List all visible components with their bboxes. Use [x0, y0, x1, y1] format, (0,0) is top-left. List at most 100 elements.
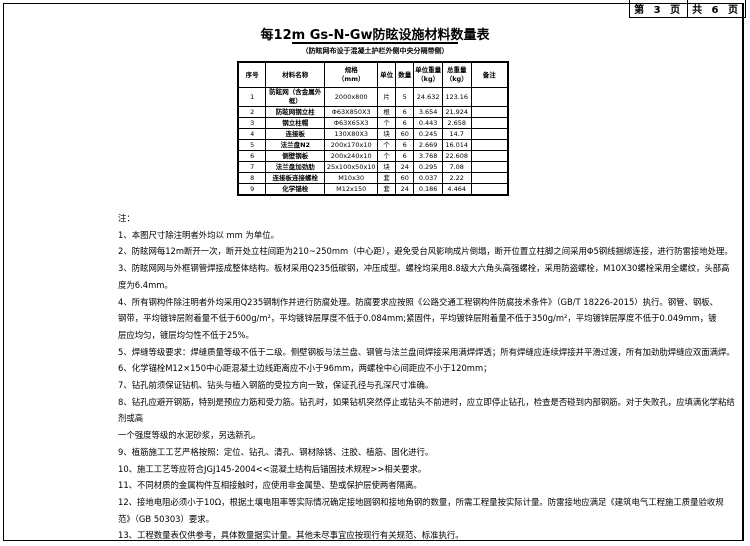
table-cell: 侧壁钢板: [265, 150, 326, 162]
note-line: 2、防眩网每12m断开一次，断开处立柱间距为210~250mm（中心距），避免受…: [118, 246, 733, 257]
table-cell: 1: [237, 87, 267, 107]
note-line: 11、不同材质的金属构件互相接触时，应使用非金属垫、垫或保护层使两者隔离。: [118, 480, 422, 491]
table-cell: [470, 150, 509, 162]
table-cell: 片: [377, 87, 397, 107]
table-cell: M12x150: [324, 183, 379, 196]
note-line: 一个强度等级的水泥砂浆，另选新孔。: [118, 430, 261, 441]
table-row: 1 防眩网（含金属外框） 2000x800 片 5 24.632 123.16: [237, 87, 509, 107]
title-underline: [292, 42, 458, 44]
table-cell: [470, 183, 509, 196]
table-cell: 个: [377, 150, 397, 162]
notes-list: 1、本图尺寸除注明者外均以 mm 为单位。 2、防眩网每12m断开一次，断开处立柱…: [118, 227, 736, 544]
column-header: 序号: [237, 61, 267, 88]
table-cell: 4: [237, 128, 267, 140]
note-line: 12、接地电阻必须小于10Ω，根据土壤电阻率等实际情况确定接地圆钢和接地角钢的数…: [118, 496, 724, 507]
table-cell: 0.443: [413, 117, 443, 129]
table-cell: 6: [395, 139, 415, 151]
table-cell: 个: [377, 117, 397, 129]
table-cell: 根: [377, 106, 397, 118]
column-header: 备注: [470, 61, 509, 88]
table-cell: 24.632: [413, 87, 443, 107]
table-cell: 5: [395, 87, 415, 107]
table-cell: 套: [377, 183, 397, 196]
table-cell: 9: [237, 183, 267, 196]
table-cell: 8: [237, 172, 267, 184]
table-cell: 6: [395, 150, 415, 162]
note-line: 13、工程数量表仅供参考，具体数量据实计量。其他未尽事宜应按现行有关规范、标准执…: [118, 530, 464, 541]
table-cell: 防眩网钢立柱: [265, 106, 326, 118]
table-cell: 200x240x10: [324, 150, 379, 162]
table-cell: 2.22: [441, 172, 472, 184]
table-cell: 防眩网（含金属外框）: [265, 87, 326, 107]
table-cell: 2000x800: [324, 87, 379, 107]
table-cell: 0.186: [413, 183, 443, 196]
table-title: 每12m Gs-N-Gw防眩设施材料数量表: [260, 28, 490, 43]
table-cell: 21.924: [441, 106, 472, 118]
table-row: 2 防眩网钢立柱 Φ63X850X3 根 6 3.654 21.924: [237, 106, 509, 118]
material-quantity-table: 序号 材料名称 规格 （mm） 单位 数量 单位重量 （kg） 总重量 （kg） 备注 1 防眩…: [237, 61, 509, 196]
note-line: 4、所有钢构件除注明者外均采用Q235钢制作并进行防腐处理。防腐要求应按照《公路…: [118, 296, 719, 307]
table-cell: 套: [377, 172, 397, 184]
table-cell: 130X80X3: [324, 128, 379, 140]
table-cell: 块: [377, 128, 397, 140]
current-page: 第 3 页: [634, 5, 684, 16]
table-cell: 2: [237, 106, 267, 118]
table-cell: 3.768: [413, 150, 443, 162]
table-cell: 25x100x50x10: [324, 161, 379, 173]
table-cell: 个: [377, 139, 397, 151]
note-line: 6、化学锚栓M12×150中心距混凝土边线距离应不小于96mm，两螺栓中心间距应…: [118, 363, 492, 374]
table-cell: 60: [395, 128, 415, 140]
table-cell: [470, 87, 509, 107]
table-cell: 6: [395, 117, 415, 129]
table-cell: 6: [395, 106, 415, 118]
notes-heading: 注：: [118, 213, 135, 223]
table-cell: [470, 106, 509, 118]
total-pages: 共 6 页: [687, 0, 745, 17]
table-cell: 7: [237, 161, 267, 173]
table-cell: Φ63X850X3: [324, 106, 379, 118]
note-line: 范》（GB 50303）要求。: [118, 513, 214, 524]
table-row: 5 法兰盘N2 200x170x10 个 6 2.669 16.014: [237, 139, 509, 151]
table-cell: 24: [395, 183, 415, 196]
table-cell: 6: [237, 150, 267, 162]
table-cell: 60: [395, 172, 415, 184]
table-cell: 200x170x10: [324, 139, 379, 151]
table-cell: 0.295: [413, 161, 443, 173]
note-line: 10、施工工艺等应符合JGJ145-2004<<混凝土结构后锚固技术规程>>相关…: [118, 463, 427, 474]
table-cell: [470, 172, 509, 184]
table-cell: 4.464: [441, 183, 472, 196]
table-row: 9 化学锚栓 M12x150 套 24 0.186 4.464: [237, 183, 509, 196]
note-line: 1、本图尺寸除注明者外均以 mm 为单位。: [118, 229, 279, 240]
note-line: 钢带，平均镀锌层附着量不低于600g/m²，平均镀锌层厚度不低于0.084mm;…: [118, 313, 717, 324]
table-cell: 连接板连接螺栓: [265, 172, 326, 184]
column-header: 规格 （mm）: [324, 61, 379, 88]
table-cell: 123.16: [441, 87, 472, 107]
table-cell: 22.608: [441, 150, 472, 162]
table-cell: 7.08: [441, 161, 472, 173]
table-cell: 连接板: [265, 128, 326, 140]
column-header: 单位重量 （kg）: [413, 61, 443, 88]
table-cell: 3: [237, 117, 267, 129]
table-cell: 0.037: [413, 172, 443, 184]
table-subtitle: （防眩网布设于混凝土护栏外侧中央分隔带侧）: [301, 47, 449, 55]
header-row: 序号 材料名称 规格 （mm） 单位 数量 单位重量 （kg） 总重量 （kg） 备注: [237, 61, 509, 88]
note-line: 3、防眩网网与外框钢管焊接成整体结构。板材采用Q235低碳钢，冲压成型。螺栓均采…: [118, 263, 730, 274]
table-cell: 14.7: [441, 128, 472, 140]
table-row: 3 钢立柱帽 Φ63X65X3 个 6 0.443 2.658: [237, 117, 509, 129]
column-header: 数量: [395, 61, 415, 88]
notes-section: 注： 1、本图尺寸除注明者外均以 mm 为单位。 2、防眩网每12m断开一次，断开…: [118, 210, 736, 544]
table-cell: 24: [395, 161, 415, 173]
note-line: 7、钻孔前须保证钻机、钻头与植入钢筋的受拉方向一致，保证孔径与孔深尺寸准确。: [118, 380, 434, 391]
column-header: 材料名称: [265, 61, 326, 88]
note-line: 9、植筋施工工艺严格按照：定位、钻孔、清孔、钢材除锈、注胶、植筋、固化进行。: [118, 446, 434, 457]
note-line: 度为6.4mm。: [118, 279, 173, 290]
drawing-frame: [3, 3, 744, 541]
table-cell: Φ63X65X3: [324, 117, 379, 129]
table-cell: 0.245: [413, 128, 443, 140]
note-line: 层应均匀，镀层均匀性不低于25%。: [118, 329, 254, 340]
table-row: 6 侧壁钢板 200x240x10 个 6 3.768 22.608: [237, 150, 509, 162]
table-cell: 2.669: [413, 139, 443, 151]
table-cell: 法兰盘N2: [265, 139, 326, 151]
column-header: 单位: [377, 61, 397, 88]
table-cell: M10x30: [324, 172, 379, 184]
